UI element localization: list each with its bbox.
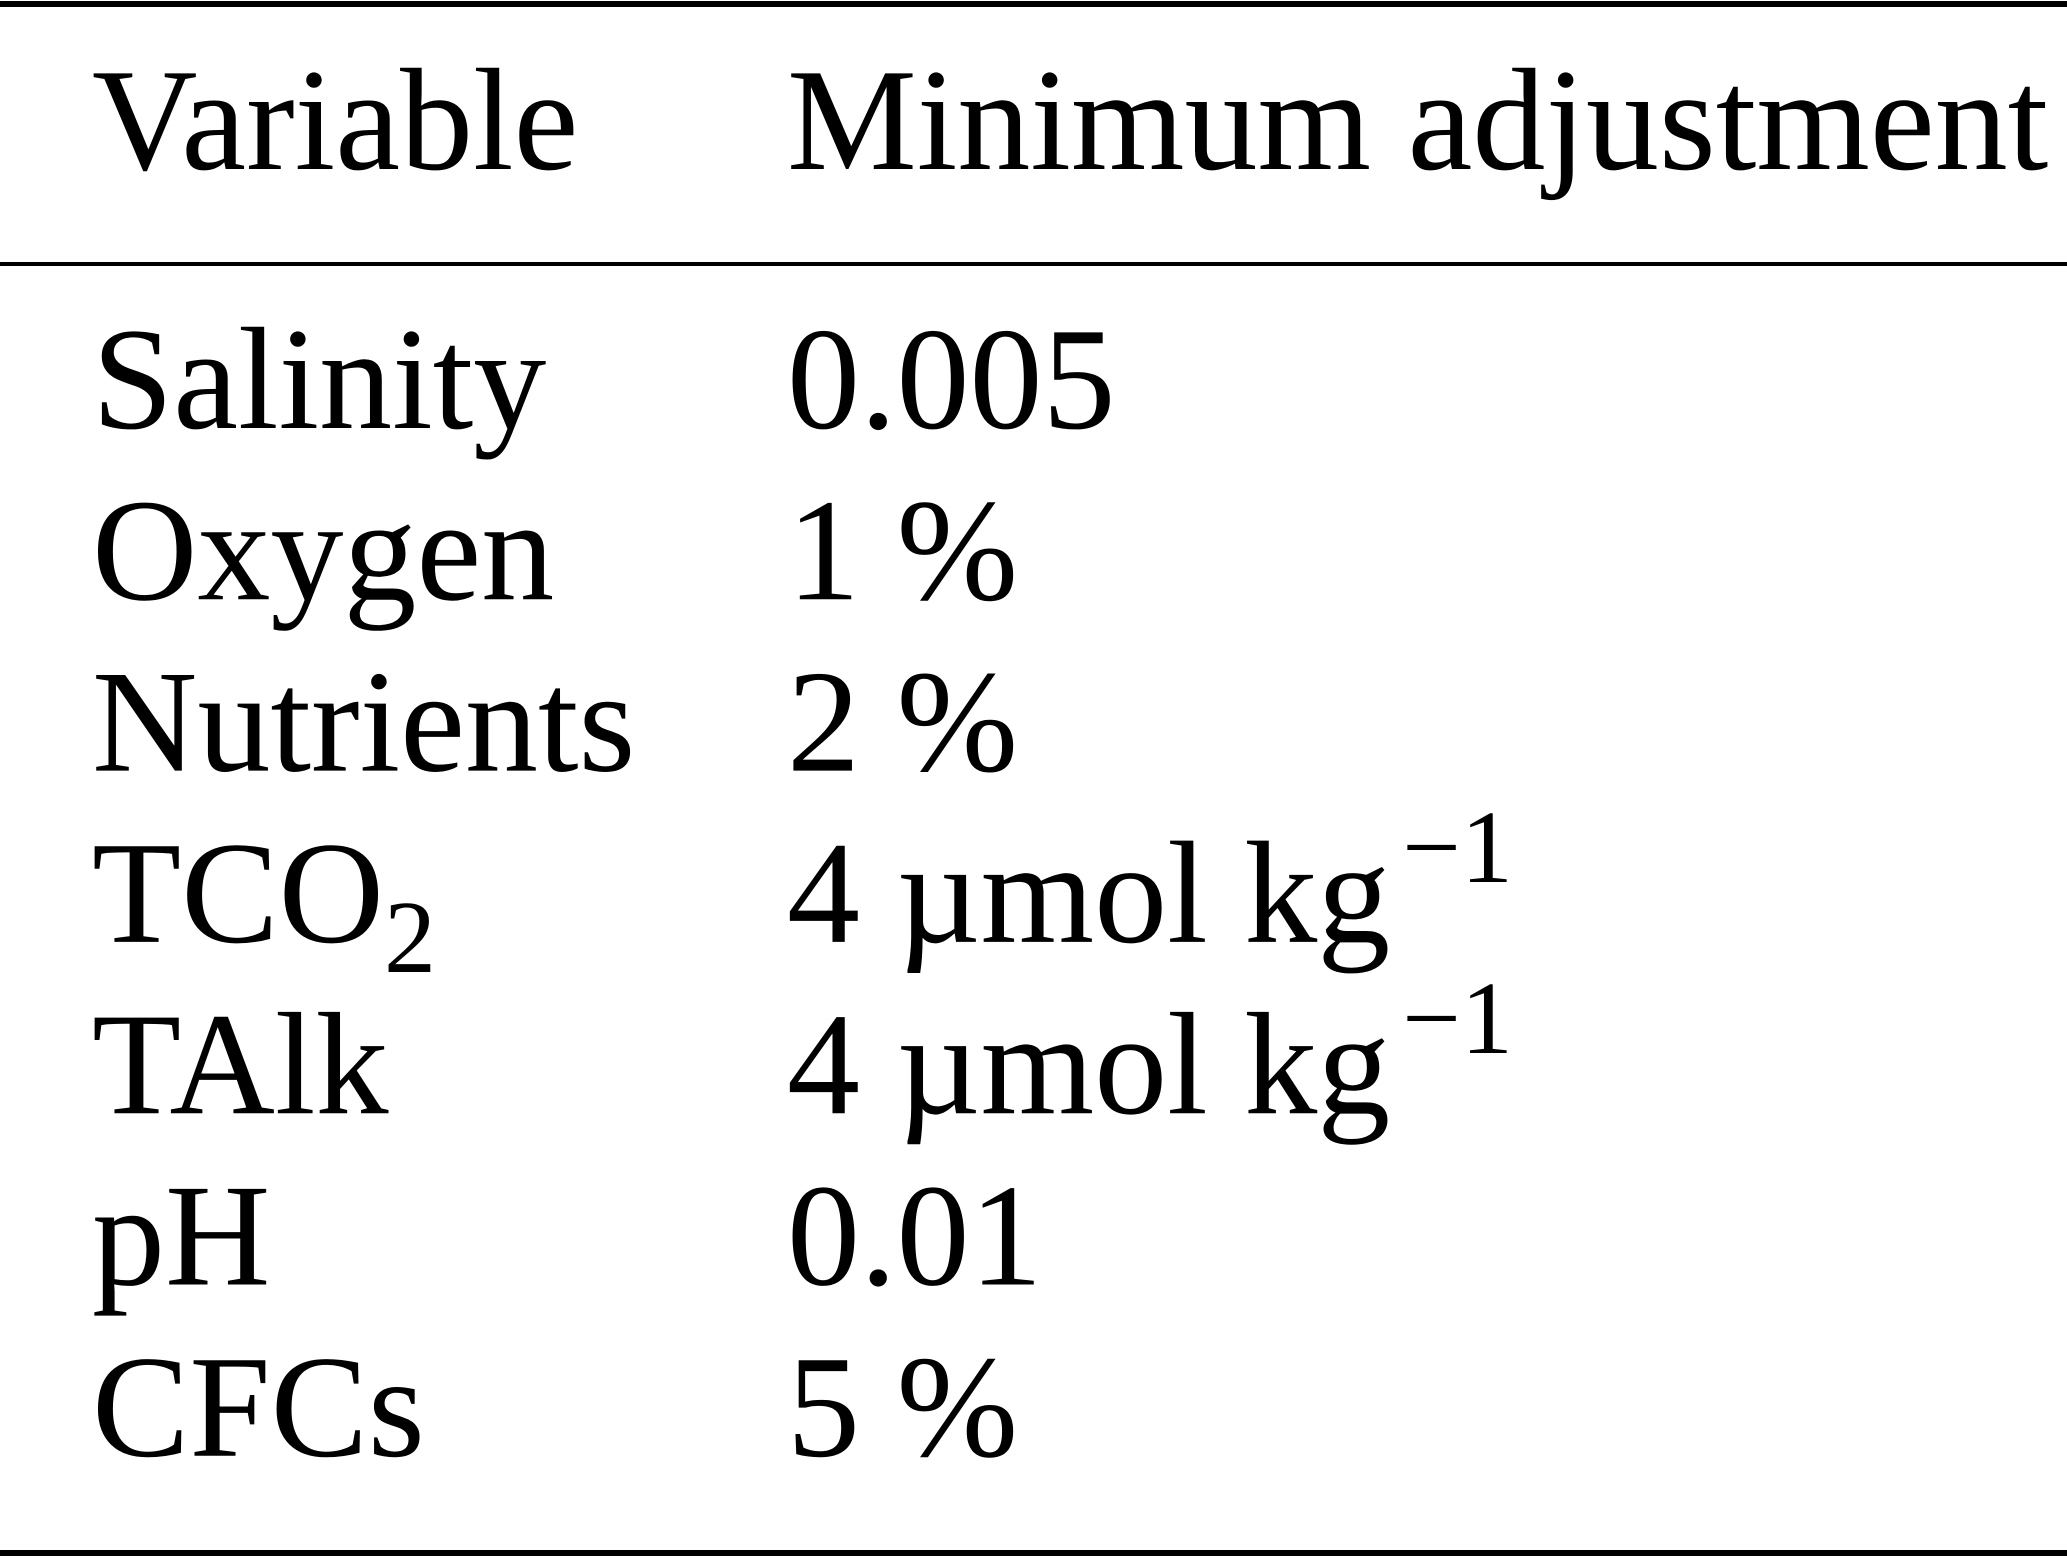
table-cell: Oxygen bbox=[92, 469, 554, 631]
table-cell: TCO2 bbox=[92, 812, 436, 995]
superscript: −1 bbox=[1402, 961, 1513, 1076]
table-cell: Nutrients bbox=[92, 641, 635, 803]
subscript: 2 bbox=[384, 880, 436, 995]
header-cell: Variable bbox=[92, 39, 578, 201]
header-cell: Minimum adjustment bbox=[787, 39, 2048, 201]
table-cell: CFCs bbox=[92, 1326, 425, 1488]
table-cell: 2 % bbox=[787, 641, 1018, 803]
table-cell: 0.005 bbox=[787, 298, 1116, 460]
table-cell: 4 µmol kg −1 bbox=[787, 790, 1513, 974]
table-cell: 1 % bbox=[787, 469, 1018, 631]
cell-text: 4 µmol kg bbox=[787, 983, 1390, 1145]
cell-text: 4 µmol kg bbox=[787, 812, 1390, 974]
cell-text: TCO bbox=[92, 812, 384, 974]
superscript: −1 bbox=[1402, 790, 1513, 905]
table-cell: 4 µmol kg −1 bbox=[787, 961, 1513, 1145]
table-cell: 5 % bbox=[787, 1326, 1018, 1488]
table-cell: 0.01 bbox=[787, 1155, 1043, 1317]
table-cell: pH bbox=[92, 1155, 270, 1317]
table-cell: Salinity bbox=[92, 298, 546, 460]
table-cell: TAlk bbox=[92, 983, 389, 1145]
